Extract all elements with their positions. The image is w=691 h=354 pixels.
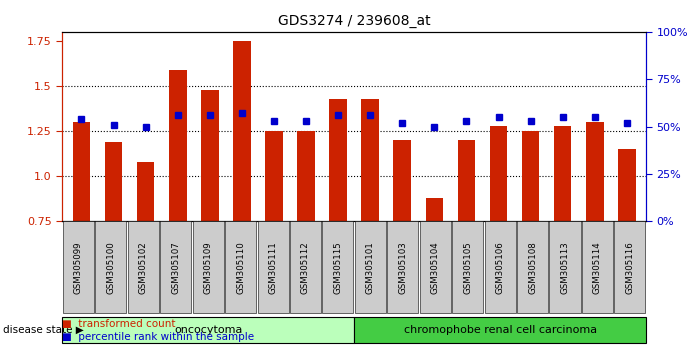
Text: GSM305104: GSM305104 [430,241,439,294]
Text: GSM305106: GSM305106 [495,241,504,294]
Bar [490,126,507,221]
Bar [137,162,154,221]
Text: ■  transformed count: ■ transformed count [62,319,176,329]
Text: GSM305107: GSM305107 [171,241,180,294]
Text: GSM305115: GSM305115 [334,241,343,294]
Bar [233,41,251,221]
Bar [105,142,122,221]
Bar [618,149,636,221]
Bar [426,198,443,221]
Text: GSM305111: GSM305111 [269,241,278,294]
Bar [554,126,571,221]
Text: GSM305099: GSM305099 [74,241,83,293]
Text: oncocytoma: oncocytoma [174,325,243,335]
Text: GSM305116: GSM305116 [625,241,634,294]
Text: GSM305113: GSM305113 [560,241,569,294]
Text: GSM305109: GSM305109 [204,241,213,293]
Text: GSM305103: GSM305103 [398,241,407,294]
Bar [73,122,91,221]
Text: GSM305112: GSM305112 [301,241,310,294]
Text: GSM305100: GSM305100 [106,241,115,294]
Bar [297,131,315,221]
Text: chromophobe renal cell carcinoma: chromophobe renal cell carcinoma [404,325,596,335]
Bar [201,90,218,221]
Text: disease state ▶: disease state ▶ [3,325,84,335]
Title: GDS3274 / 239608_at: GDS3274 / 239608_at [278,14,430,28]
Text: GSM305101: GSM305101 [366,241,375,294]
Text: GSM305114: GSM305114 [593,241,602,294]
Bar [586,122,603,221]
Bar [393,140,411,221]
Bar [330,99,347,221]
Bar [522,131,540,221]
Text: GSM305108: GSM305108 [528,241,537,294]
Text: GSM305105: GSM305105 [463,241,472,294]
Bar [169,70,187,221]
Text: ■  percentile rank within the sample: ■ percentile rank within the sample [62,332,254,342]
Text: GSM305102: GSM305102 [139,241,148,294]
Text: GSM305110: GSM305110 [236,241,245,294]
Bar [361,99,379,221]
Bar [457,140,475,221]
Bar [265,131,283,221]
